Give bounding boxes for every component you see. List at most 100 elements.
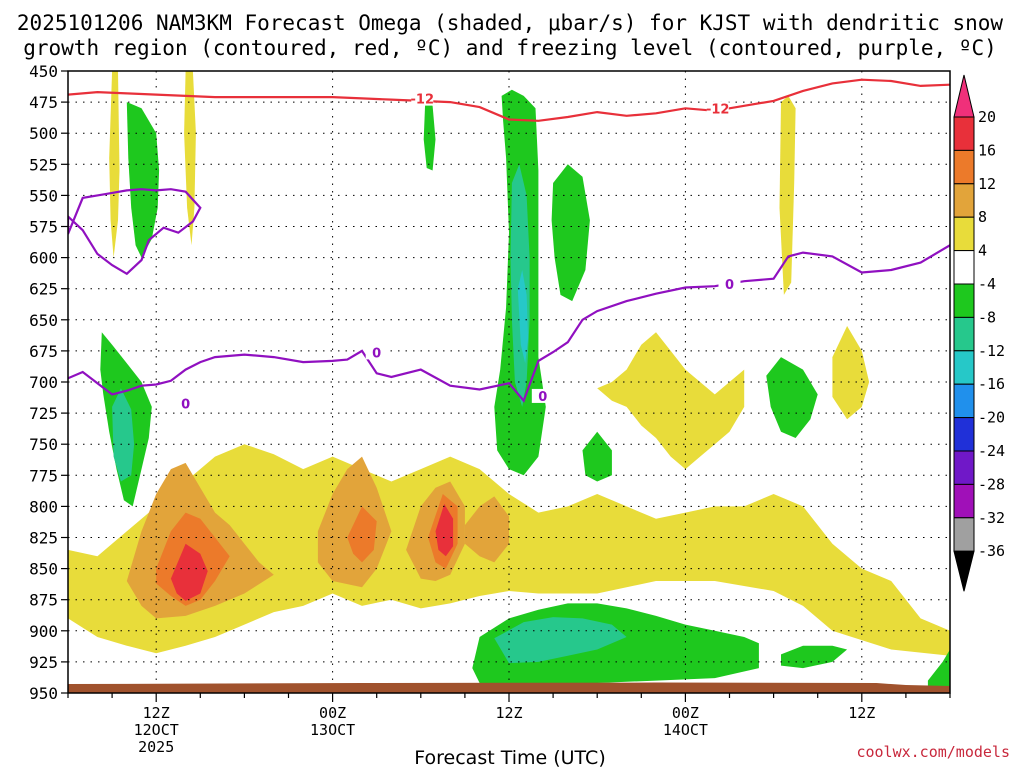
omega-region-neg4-17 xyxy=(423,102,436,171)
omega-region-pos4-11 xyxy=(184,71,196,246)
freezing-label-3: 0 xyxy=(538,390,547,405)
site-credit: coolwx.com/models xyxy=(856,743,1010,761)
chart-title-line-1: 2025101206 NAM3KM Forecast Omega (shaded… xyxy=(17,11,1004,35)
dgz-contour-line xyxy=(68,78,950,122)
x-tick-label-3-2: 14OCT xyxy=(663,721,708,739)
omega-region-pos4-13 xyxy=(597,332,745,470)
colorbar-bottom-arrow xyxy=(953,550,975,592)
x-tick-label-0-2: 12OCT xyxy=(134,721,179,739)
omega-region-neg12-28 xyxy=(517,270,529,364)
omega-region-pos4-12 xyxy=(779,95,796,295)
y-tick-label-850: 850 xyxy=(29,560,58,579)
freezing-label-2-bg xyxy=(365,345,388,360)
omega-region-pos4-14 xyxy=(832,326,870,420)
colorbar-label-11: -28 xyxy=(978,475,1005,493)
colorbar-label-2: 12 xyxy=(978,175,996,193)
dgz-label-2: -12 xyxy=(706,103,730,118)
colorbar-label-13: -36 xyxy=(978,542,1005,560)
freezing-label-1: 0 xyxy=(181,397,190,412)
colorbar-label-9: -20 xyxy=(978,409,1005,427)
omega-region-neg4-23 xyxy=(582,431,612,482)
omega-shading xyxy=(68,71,950,693)
contour-lines: -12 -12 0 0 0 0 xyxy=(68,78,950,412)
freezing-level-line xyxy=(68,244,950,403)
y-tick-label-875: 875 xyxy=(29,591,58,610)
chart-title-line-2: growth region (contoured, red, ºC) and f… xyxy=(23,36,997,60)
colorbar-label-7: -12 xyxy=(978,342,1005,360)
omega-region-pos4-0 xyxy=(68,444,950,656)
colorbar-label-8: -16 xyxy=(978,375,1005,393)
y-tick-label-575: 575 xyxy=(29,218,58,237)
omega-region-neg8-27 xyxy=(494,617,627,664)
omega-region-neg4-15 xyxy=(126,102,160,258)
y-tick-label-800: 800 xyxy=(29,497,58,516)
y-tick-label-950: 950 xyxy=(29,684,58,703)
dgz-label-2-bg xyxy=(706,101,729,116)
colorbar-label-6: -8 xyxy=(978,308,996,326)
y-tick-label-475: 475 xyxy=(29,93,58,112)
y-tick-label-550: 550 xyxy=(29,186,58,205)
freezing-label-4: 0 xyxy=(725,278,734,293)
y-tick-label-700: 700 xyxy=(29,373,58,392)
x-tick-label-0-1: 12Z xyxy=(143,704,170,722)
y-tick-label-650: 650 xyxy=(29,311,58,330)
colorbar-swatch-13 xyxy=(953,517,975,552)
y-tick-label-600: 600 xyxy=(29,249,58,268)
colorbar-swatch-11 xyxy=(953,450,975,485)
x-axis-title: Forecast Time (UTC) xyxy=(414,747,605,768)
y-tick-label-925: 925 xyxy=(29,653,58,672)
colorbar-label-10: -24 xyxy=(978,442,1005,460)
y-axis: 450 475 500 525 550 575 600 625 650 675 700 725 750 7… xyxy=(29,62,68,703)
colorbar-swatch-12 xyxy=(953,483,975,519)
y-tick-label-450: 450 xyxy=(29,62,58,81)
colorbar: 20 16 12 8 4 -4 -8 -12 -16 -20 -24 -28 -32 -36 xyxy=(953,74,1005,592)
colorbar-swatch-8 xyxy=(953,350,975,385)
colorbar-label-1: 16 xyxy=(978,141,996,159)
omega-region-neg4-22 xyxy=(927,649,950,693)
x-tick-label-3-1: 00Z xyxy=(672,704,699,722)
omega-region-pos16-9 xyxy=(435,503,454,557)
freezing-label-2: 0 xyxy=(372,346,381,361)
colorbar-swatch-3 xyxy=(953,183,975,218)
omega-region-neg4-24 xyxy=(766,357,818,438)
colorbar-label-5: -4 xyxy=(978,275,996,293)
freezing-label-4-bg xyxy=(718,276,741,291)
ground-strip xyxy=(68,682,950,693)
colorbar-label-0: 20 xyxy=(978,108,996,126)
colorbar-label-4: 4 xyxy=(978,242,987,260)
omega-region-neg8-25 xyxy=(112,388,135,482)
x-tick-label-0-3: 2025 xyxy=(138,738,174,756)
colorbar-swatch-4 xyxy=(953,216,975,252)
y-tick-label-675: 675 xyxy=(29,342,58,361)
y-tick-label-725: 725 xyxy=(29,404,58,423)
x-tick-label-1-1: 00Z xyxy=(319,704,346,722)
colorbar-label-3: 8 xyxy=(978,208,987,226)
colorbar-swatch-5 xyxy=(953,250,975,285)
x-tick-label-4-1: 12Z xyxy=(848,704,875,722)
omega-region-neg4-19 xyxy=(551,164,590,302)
colorbar-swatch-6 xyxy=(953,283,975,318)
y-tick-label-500: 500 xyxy=(29,124,58,143)
colorbar-swatch-10 xyxy=(953,417,975,452)
x-tick-label-1-2: 13OCT xyxy=(310,721,355,739)
ground-terrain xyxy=(68,682,950,693)
plot-area: -12 -12 0 0 0 0 xyxy=(68,71,950,693)
omega-region-pos12-6 xyxy=(347,506,377,563)
colorbar-swatch-9 xyxy=(953,383,975,419)
colorbar-swatch-1 xyxy=(953,116,975,151)
y-tick-label-625: 625 xyxy=(29,280,58,299)
omega-region-pos8-4 xyxy=(464,496,509,563)
y-tick-label-825: 825 xyxy=(29,529,58,548)
dgz-label-1: -12 xyxy=(411,93,435,108)
grid-lines xyxy=(68,71,950,693)
omega-region-neg4-21 xyxy=(781,645,848,669)
omega-region-pos16-8 xyxy=(170,543,208,601)
colorbar-label-12: -32 xyxy=(978,509,1005,527)
dgz-label-1-bg xyxy=(411,91,434,106)
colorbar-top-arrow xyxy=(953,74,975,118)
y-tick-label-775: 775 xyxy=(29,466,58,485)
freezing-label-3-bg xyxy=(531,388,554,403)
freezing-level-loop xyxy=(68,188,202,276)
